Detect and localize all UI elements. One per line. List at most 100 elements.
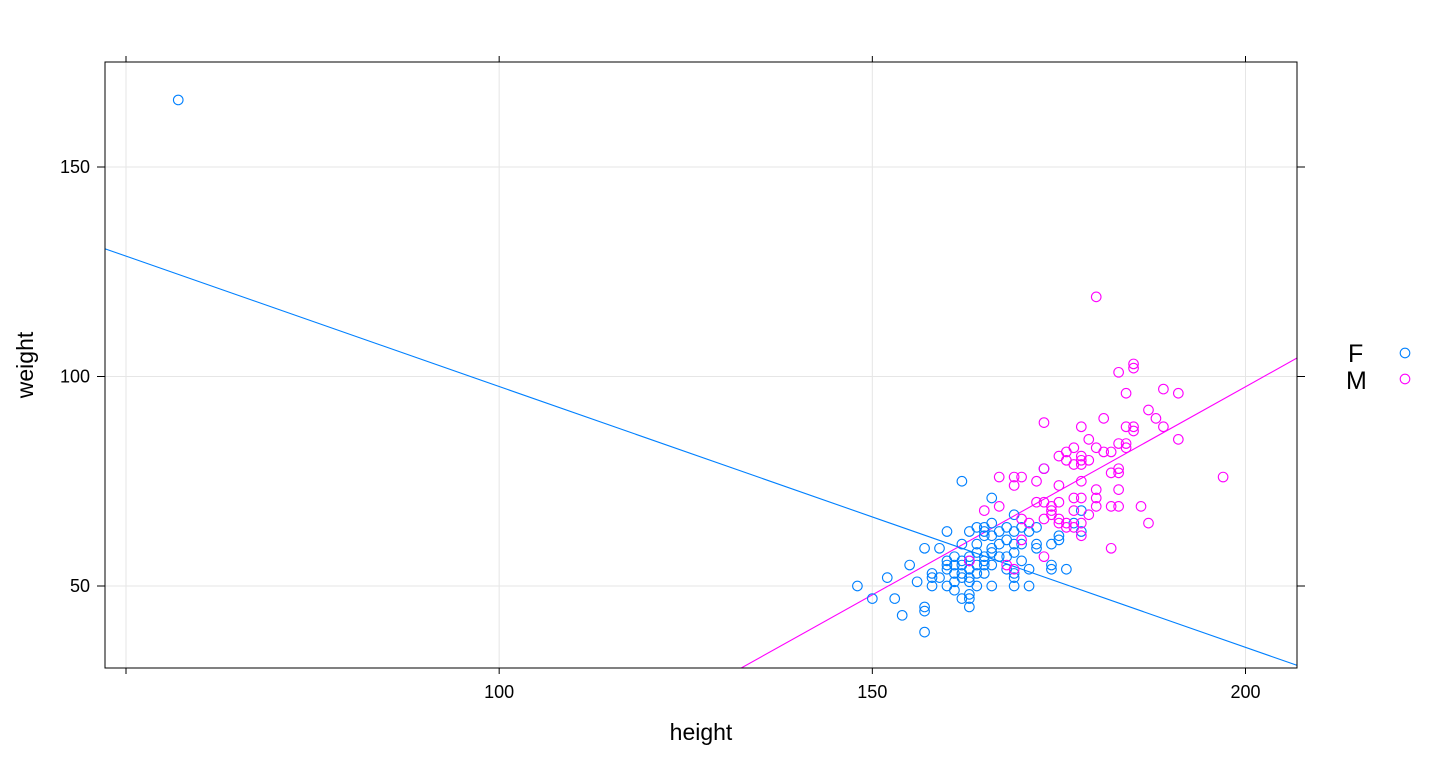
data-point-f	[941, 526, 953, 537]
data-point-m	[1128, 362, 1139, 374]
data-point-f	[919, 605, 930, 617]
data-point-f	[934, 542, 945, 554]
data-point-f	[978, 530, 990, 542]
data-point-m	[1090, 291, 1102, 303]
data-point-f	[904, 559, 915, 571]
data-point-f	[926, 580, 938, 592]
data-point-m	[1075, 530, 1087, 542]
data-point-f	[1023, 580, 1035, 592]
data-point-f	[978, 568, 990, 579]
data-point-f	[919, 601, 930, 613]
data-point-m	[1075, 475, 1087, 487]
data-point-m	[1090, 442, 1102, 454]
data-point-m	[1031, 475, 1042, 487]
data-point-f	[964, 551, 975, 563]
data-point-m	[1008, 471, 1020, 483]
data-point-f	[1061, 563, 1072, 575]
data-point-f	[1053, 534, 1065, 546]
data-point-m	[1217, 471, 1229, 483]
y-tick-label: 50	[70, 576, 90, 596]
data-point-m	[1083, 454, 1095, 466]
data-point-f	[978, 559, 990, 571]
data-point-m	[1113, 366, 1124, 378]
data-point-m	[1120, 387, 1132, 399]
data-point-f	[1001, 534, 1013, 546]
data-point-m	[1075, 517, 1087, 529]
legend: F M	[1346, 340, 1411, 395]
data-point-f	[964, 589, 975, 600]
data-point-f	[1008, 509, 1020, 521]
data-point-m	[1083, 434, 1095, 445]
data-point-f	[986, 580, 998, 592]
data-point-m	[1061, 517, 1072, 529]
data-point-m	[1053, 496, 1065, 508]
data-point-f	[978, 526, 990, 537]
data-point-m	[1083, 509, 1095, 521]
data-point-m	[1113, 467, 1124, 479]
data-point-m	[1068, 521, 1080, 533]
data-point-f	[919, 626, 930, 638]
data-point-m	[1068, 442, 1080, 454]
data-point-m	[1143, 517, 1154, 529]
data-point-m	[1031, 496, 1042, 508]
fit-line-f	[105, 248, 1297, 666]
data-point-f	[941, 559, 953, 571]
data-point-f	[919, 542, 930, 554]
data-point-m	[1008, 480, 1020, 491]
data-point-f	[971, 580, 983, 592]
legend-label-m: M	[1346, 367, 1367, 395]
data-point-m	[1158, 383, 1169, 395]
data-point-m	[1075, 492, 1087, 504]
data-point-f	[1008, 568, 1020, 579]
axis-ticks: 100 150 200 50 100 150	[60, 56, 1305, 702]
data-point-m	[1113, 484, 1124, 495]
data-point-f	[926, 568, 938, 579]
data-point-m	[1038, 551, 1050, 563]
data-point-f	[986, 530, 998, 542]
data-point-f	[896, 609, 908, 621]
fit-line-m	[740, 357, 1297, 668]
data-point-f	[911, 576, 923, 588]
data-point-f	[986, 517, 998, 529]
data-point-f	[964, 576, 975, 588]
data-point-f	[852, 580, 863, 592]
data-point-m	[993, 471, 1005, 483]
grid-lines	[105, 62, 1297, 668]
data-point-f	[971, 568, 983, 579]
data-point-m	[964, 555, 975, 567]
data-point-f	[926, 572, 938, 583]
data-point-f	[1046, 563, 1057, 575]
panel-border	[104, 61, 1298, 669]
data-point-m	[1128, 421, 1139, 433]
data-point-f	[1008, 547, 1020, 558]
data-point-f	[1016, 555, 1027, 567]
data-point-f	[964, 593, 975, 604]
data-point-f	[978, 555, 990, 567]
data-point-m	[1143, 404, 1154, 416]
data-point-m	[1038, 513, 1050, 525]
data-point-m	[1016, 471, 1027, 483]
data-point-m	[1061, 521, 1072, 533]
data-point-f	[949, 584, 960, 596]
data-point-m	[1172, 434, 1184, 445]
y-axis-label: weight	[12, 331, 38, 399]
y-tick-label: 150	[60, 157, 90, 177]
data-point-m	[1068, 505, 1080, 516]
legend-marker-m-icon	[1399, 373, 1411, 385]
data-point-f	[172, 94, 184, 106]
data-point-m	[1128, 358, 1139, 370]
data-point-f	[971, 538, 983, 550]
data-point-m	[1105, 446, 1117, 458]
data-point-f	[993, 526, 1005, 537]
data-point-m	[1075, 454, 1087, 466]
y-tick-label: 100	[60, 367, 90, 387]
data-point-m	[1008, 563, 1020, 575]
data-point-f	[1031, 521, 1042, 533]
data-point-m	[1068, 492, 1080, 504]
data-point-f	[866, 593, 878, 604]
data-point-m	[1090, 492, 1102, 504]
legend-label-f: F	[1348, 340, 1363, 368]
data-point-m	[1098, 446, 1110, 458]
